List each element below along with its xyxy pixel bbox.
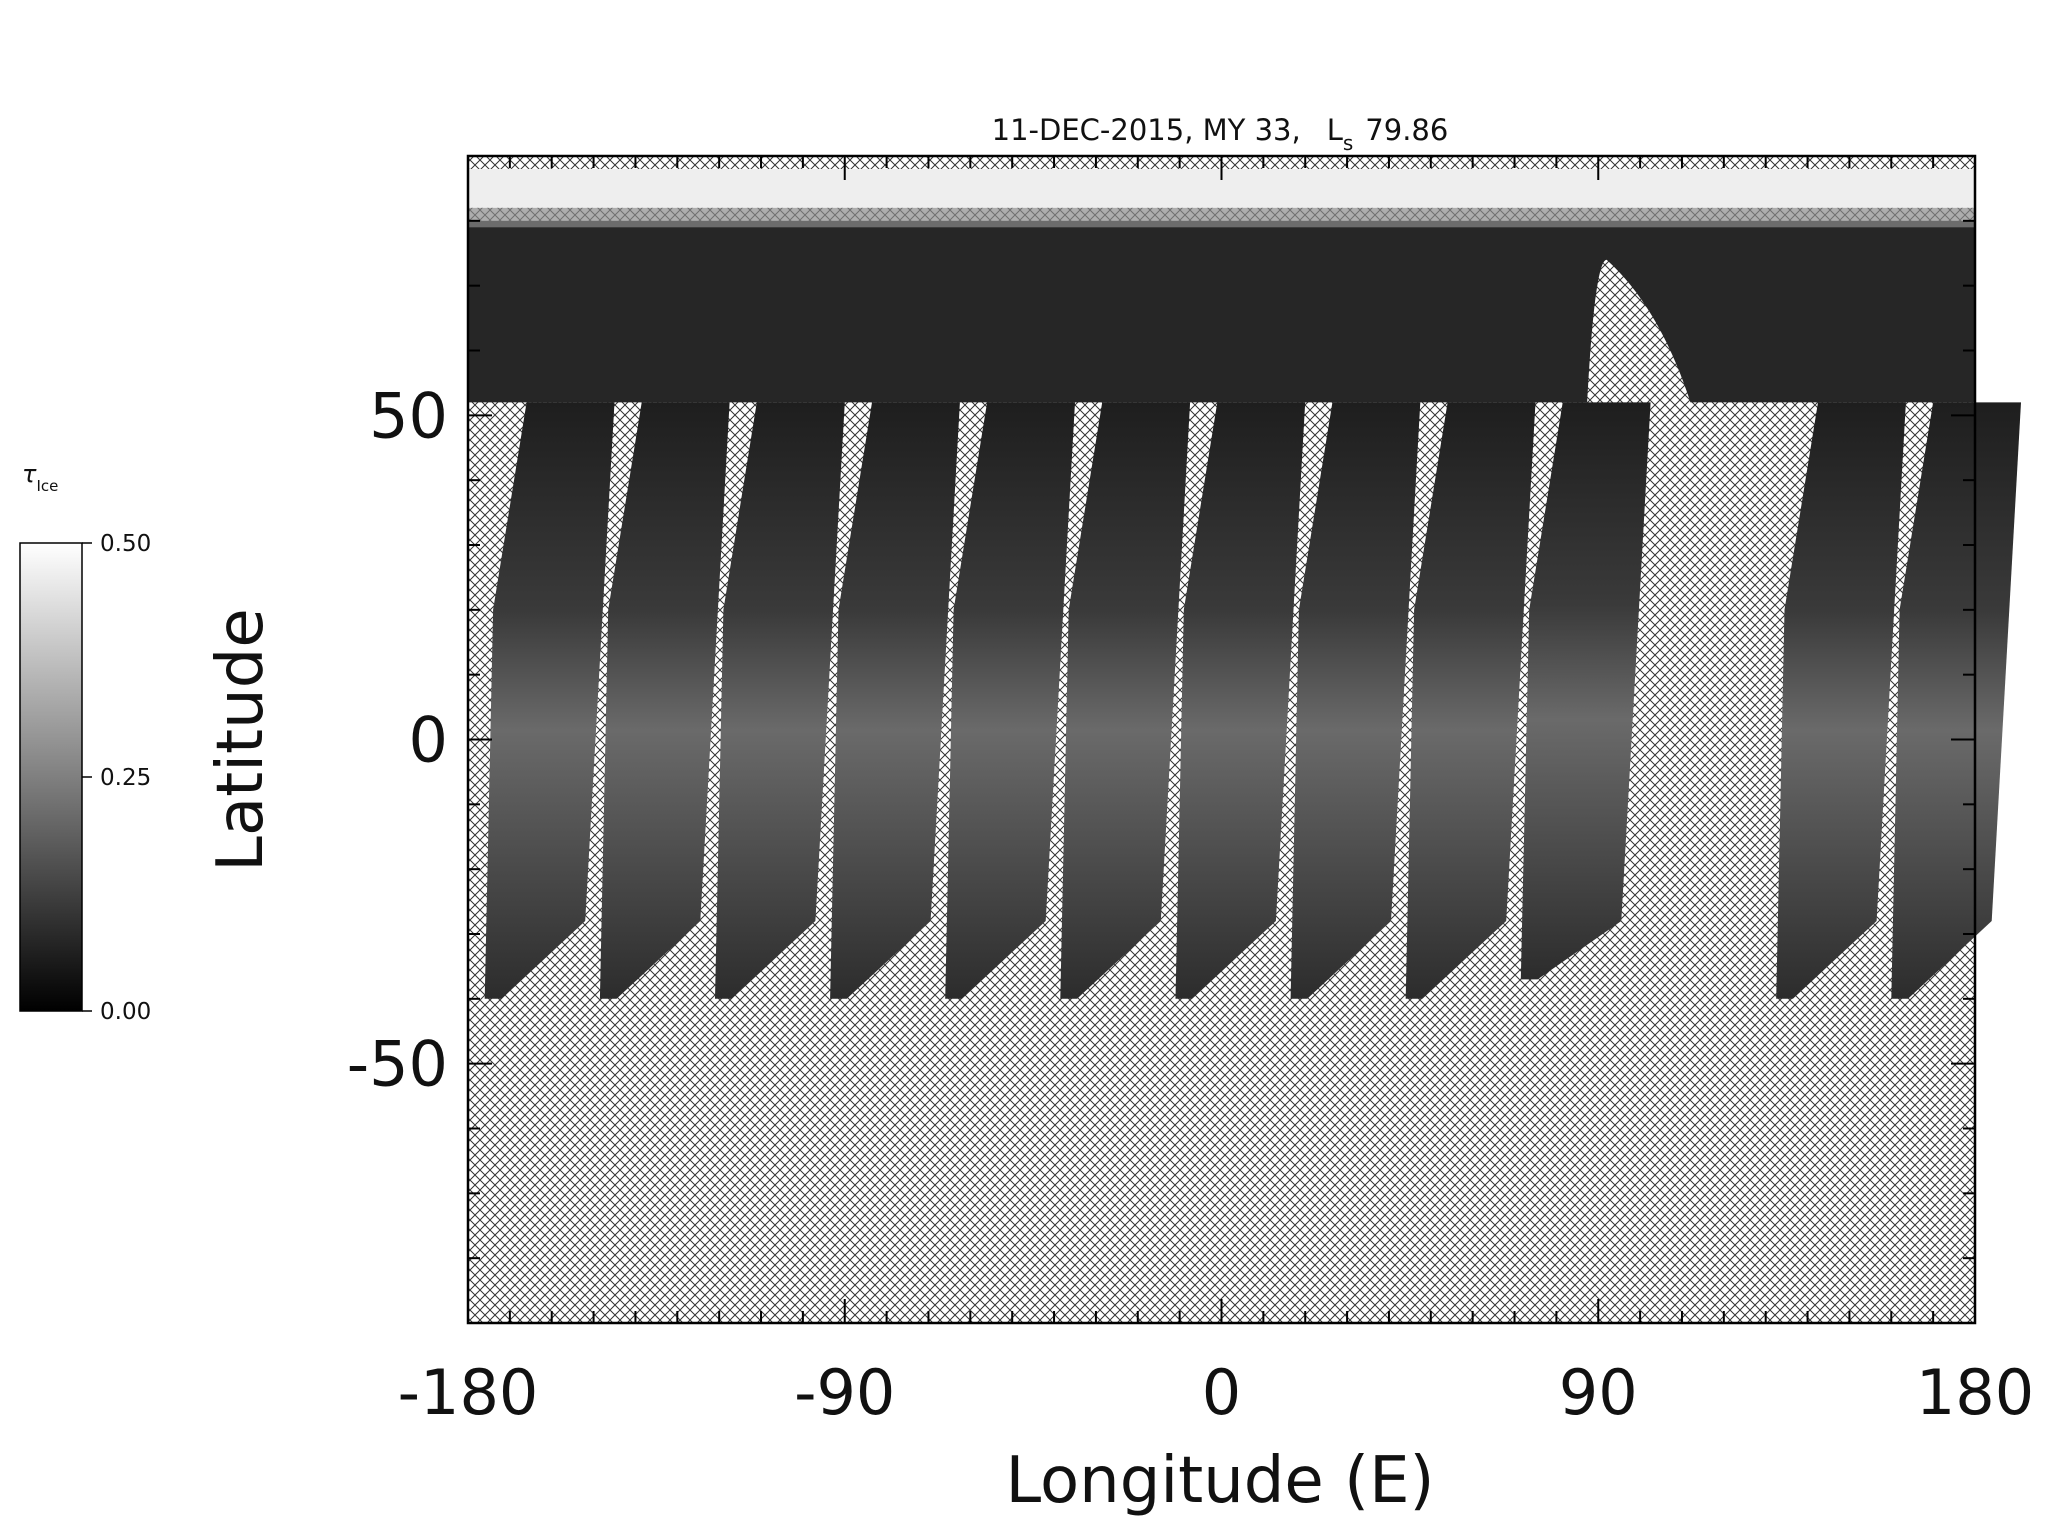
colorbar-tick-label: 0.00 [100,999,151,1025]
colorbar-tick-label: 0.25 [100,765,151,791]
orbit-swath [599,402,730,999]
polar-band [468,220,1975,403]
orbit-swath [1520,402,1651,980]
orbit-swath [945,402,1075,999]
x-tick-label: -180 [398,1356,539,1429]
orbit-swath [830,402,960,999]
plot-area [466,154,2021,1325]
orbit-swath [1175,402,1306,999]
polar-edge [468,207,1975,228]
orbit-swath [1891,402,2021,999]
colorbar-tick-label: 0.50 [100,531,151,557]
x-tick-label: 0 [1202,1356,1241,1429]
y-tick-label: 50 [369,379,448,452]
y-tick-label: 0 [409,704,448,777]
x-axis-label: Longitude (E) [1005,1444,1434,1518]
map-title: 11-DEC-2015, MY 33, Ls 79.86 [992,113,1449,155]
orbit-swath [715,402,845,999]
orbit-swath [1060,402,1191,999]
orbit-swath [484,402,615,999]
x-tick-label: 90 [1559,1356,1638,1429]
y-tick-label: -50 [347,1028,448,1101]
y-axis-label: Latitude [204,608,278,871]
orbit-swath [1405,402,1536,999]
orbit-swath [1290,402,1421,999]
x-tick-label: 180 [1916,1356,2034,1429]
colorbar-label: τIce [22,460,58,495]
colorbar [19,542,83,1012]
x-tick-label: -90 [794,1356,895,1429]
orbit-swath [1776,402,1906,999]
